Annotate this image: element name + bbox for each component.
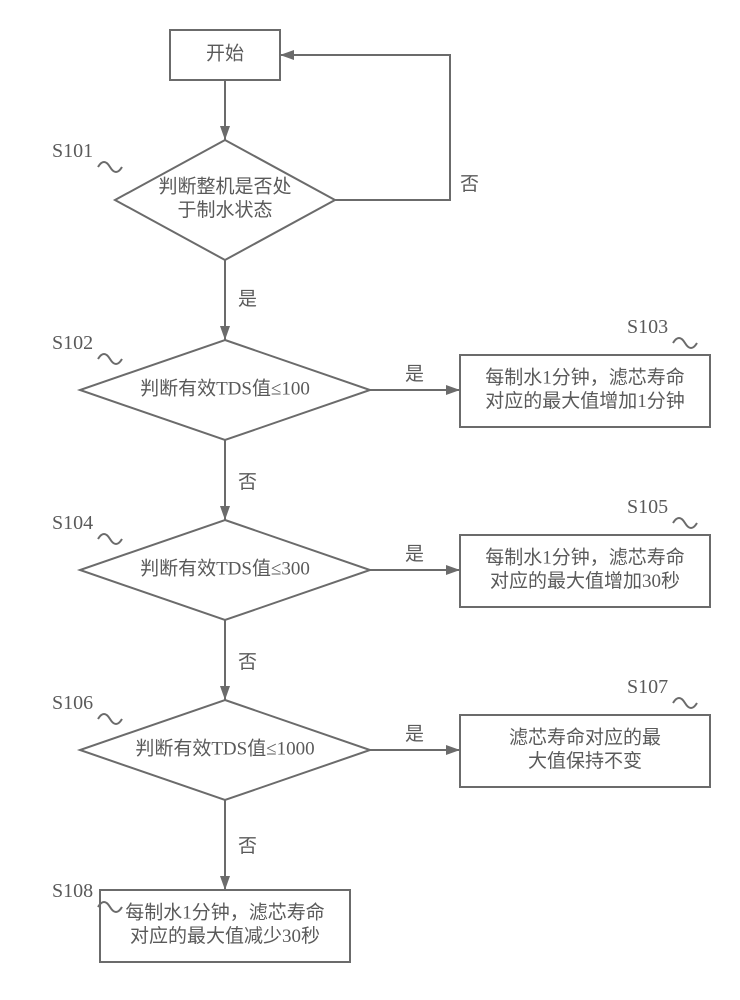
step-label: S105 <box>627 496 668 518</box>
edge-label: 否 <box>238 836 257 857</box>
edge-label: 是 <box>405 544 424 565</box>
step-label-tilde <box>673 338 697 348</box>
step-label-tilde <box>673 518 697 528</box>
arrow-head <box>220 326 230 340</box>
step-label: S104 <box>52 512 93 534</box>
edge <box>280 55 450 200</box>
step-label: S108 <box>52 880 93 902</box>
edge-label: 是 <box>405 724 424 745</box>
node-text: 每制水1分钟，滤芯寿命 <box>485 366 685 388</box>
arrow-head <box>220 126 230 140</box>
step-label-tilde <box>98 902 122 912</box>
step-label-tilde <box>98 354 122 364</box>
node-text: 判断整机是否处 <box>158 175 291 197</box>
edge-label: 否 <box>238 472 257 493</box>
arrow-head <box>220 876 230 890</box>
step-label: S106 <box>52 692 93 714</box>
node-text: 对应的最大值增加1分钟 <box>485 390 685 412</box>
node-text: 对应的最大值减少30秒 <box>130 925 320 947</box>
node-text: 于制水状态 <box>177 199 272 221</box>
step-label: S103 <box>627 316 668 338</box>
arrow-head <box>280 50 294 60</box>
edge-label: 是 <box>238 289 257 310</box>
step-label-tilde <box>673 698 697 708</box>
node-text: 每制水1分钟，滤芯寿命 <box>485 546 685 568</box>
node-text: 对应的最大值增加30秒 <box>490 570 680 592</box>
arrow-head <box>220 506 230 520</box>
node-text: 判断有效TDS值≤300 <box>140 557 310 579</box>
node-text: 判断有效TDS值≤1000 <box>135 737 314 759</box>
edge-label: 否 <box>238 652 257 673</box>
node-text: 开始 <box>206 42 244 64</box>
step-label: S107 <box>627 676 668 698</box>
flowchart-canvas: 否是是否是否是否开始判断整机是否处于制水状态判断有效TDS值≤100每制水1分钟… <box>0 0 740 1000</box>
node-text: 大值保持不变 <box>528 750 642 772</box>
step-label-tilde <box>98 714 122 724</box>
step-label-tilde <box>98 534 122 544</box>
step-label: S101 <box>52 140 93 162</box>
arrow-head <box>446 565 460 575</box>
arrow-head <box>220 686 230 700</box>
node-text: 滤芯寿命对应的最 <box>509 726 661 748</box>
arrow-head <box>446 385 460 395</box>
edge-label: 否 <box>460 174 479 195</box>
node-text: 判断有效TDS值≤100 <box>140 377 310 399</box>
node-text: 每制水1分钟，滤芯寿命 <box>125 901 325 923</box>
arrow-head <box>446 745 460 755</box>
step-label-tilde <box>98 162 122 172</box>
edge-label: 是 <box>405 364 424 385</box>
step-label: S102 <box>52 332 93 354</box>
